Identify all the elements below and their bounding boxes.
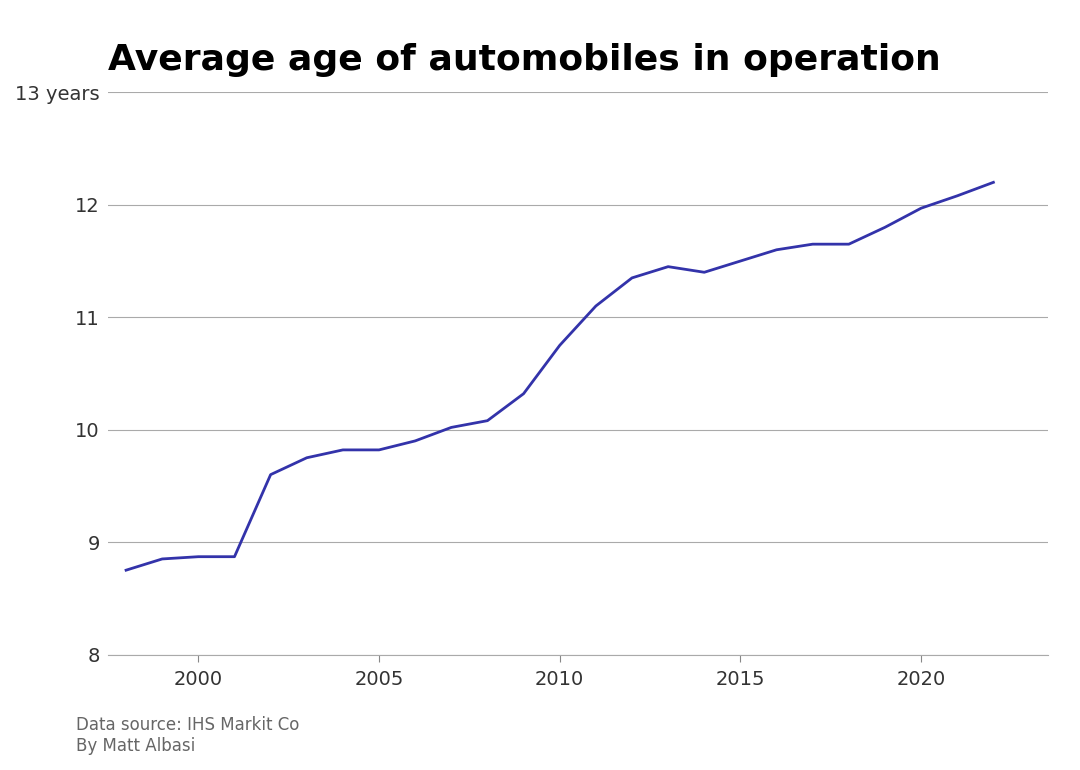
Text: Data source: IHS Markit Co
By Matt Albasi: Data source: IHS Markit Co By Matt Albas… (76, 716, 299, 755)
Text: Average age of automobiles in operation: Average age of automobiles in operation (108, 43, 941, 77)
